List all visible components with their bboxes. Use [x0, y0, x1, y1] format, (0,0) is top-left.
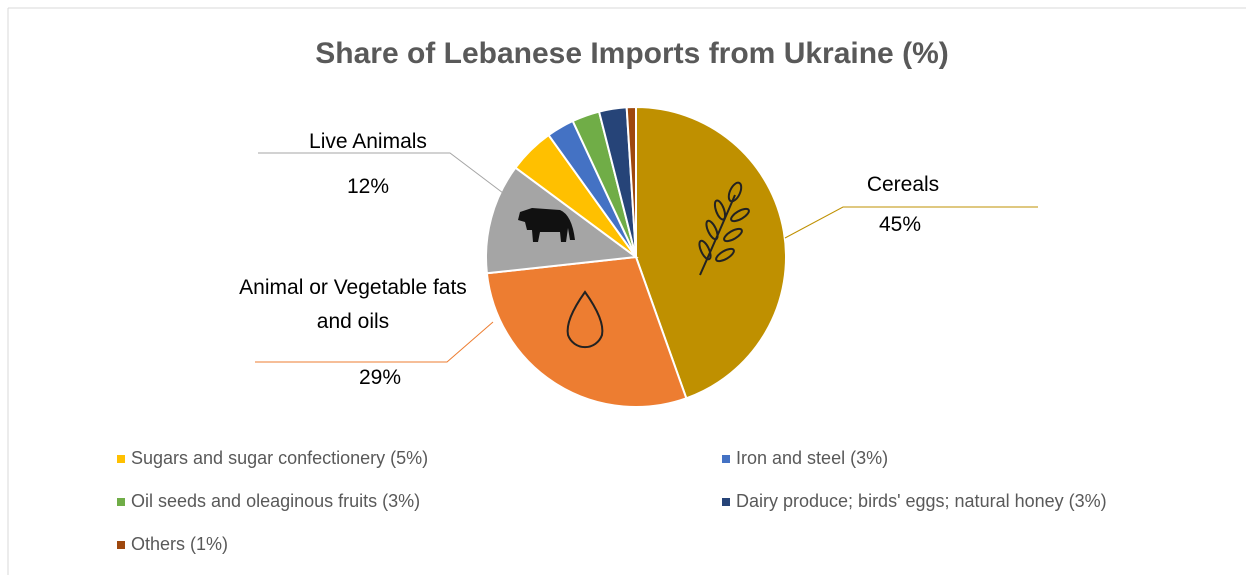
- legend-label: Dairy produce; birds' eggs; natural hone…: [736, 491, 1107, 511]
- pie-slice: [625, 105, 637, 258]
- icons: [518, 181, 750, 349]
- cow-icon: [518, 208, 575, 242]
- legend-label: Iron and steel (3%): [736, 448, 888, 468]
- slice-label: Animal or Vegetable fats and oils: [239, 276, 467, 333]
- leader-line: [258, 152, 504, 194]
- slice-value-label: 45%: [878, 213, 922, 236]
- chart-title: Share of Lebanese Imports from Ukraine (…: [315, 37, 949, 70]
- legend-swatch: [722, 455, 730, 463]
- drop-icon: [566, 290, 604, 349]
- legend-swatch: [117, 498, 125, 506]
- legend-label: Oil seeds and oleaginous fruits (3%): [131, 491, 420, 511]
- slice-value-label: 29%: [358, 366, 402, 389]
- legend-swatch: [117, 455, 125, 463]
- wheat-icon: [698, 181, 750, 276]
- slice-label: Live Animals: [309, 130, 427, 153]
- slices: [485, 105, 787, 408]
- pie-slice: [485, 255, 688, 408]
- legend-label: Sugars and sugar confectionery (5%): [131, 448, 428, 468]
- legend-swatch: [722, 498, 730, 506]
- legend-label: Others (1%): [131, 534, 228, 554]
- legend-swatch: [117, 541, 125, 549]
- slice-label: Cereals: [866, 173, 940, 196]
- leader-line: [255, 321, 494, 363]
- leader-line: [784, 206, 1038, 239]
- slice-value-label: 12%: [346, 175, 390, 198]
